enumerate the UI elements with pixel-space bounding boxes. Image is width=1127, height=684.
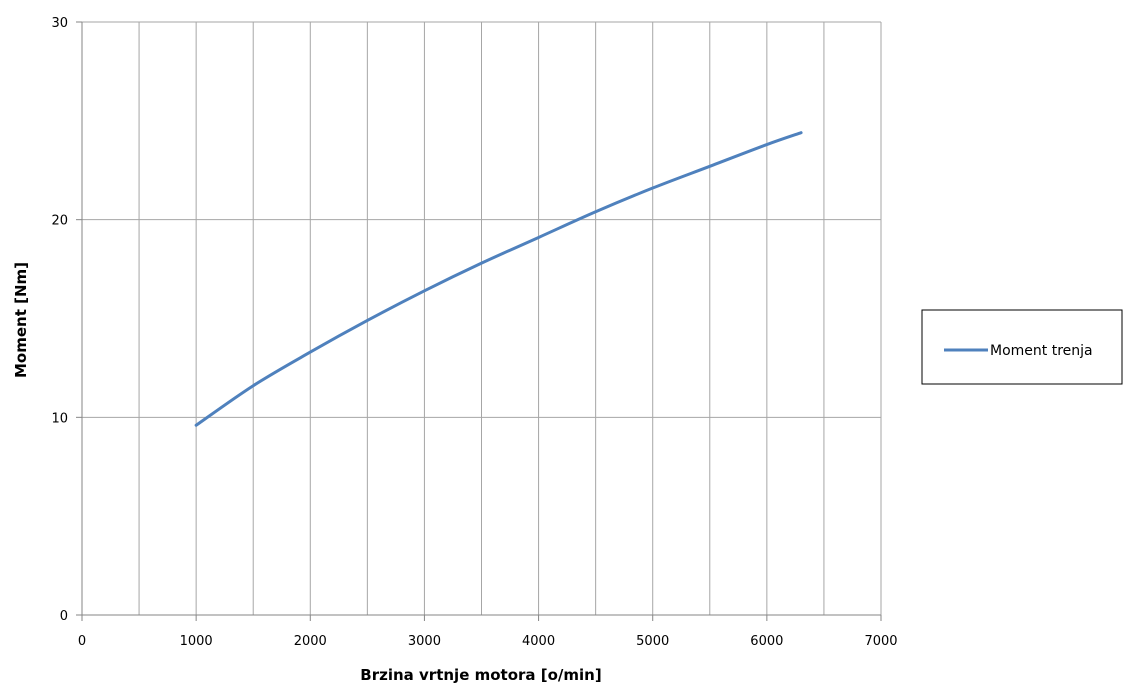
x-tick-label: 1000 [180, 634, 213, 649]
legend-label: Moment trenja [990, 343, 1093, 359]
legend: Moment trenja [921, 309, 1123, 385]
x-tick-labels: 0 1000 2000 3000 4000 5000 6000 7000 [78, 634, 898, 649]
x-tick-label: 6000 [750, 634, 783, 649]
y-tick-label: 20 [51, 214, 68, 229]
legend-box [921, 309, 1123, 385]
series-layer [194, 131, 803, 427]
x-axis-title: Brzina vrtnje motora [o/min] [360, 666, 601, 684]
axes [76, 21, 882, 621]
x-tick-label: 2000 [294, 634, 327, 649]
x-tick-label: 3000 [408, 634, 441, 649]
y-tick-label: 30 [51, 16, 68, 31]
y-tick-labels: 0 10 20 30 [51, 16, 68, 624]
x-tick-label: 4000 [522, 634, 555, 649]
y-axis-title: Moment [Nm] [12, 262, 30, 378]
x-tick-label: 7000 [864, 634, 897, 649]
y-tick-label: 10 [51, 411, 68, 426]
y-tick-label: 0 [60, 609, 68, 624]
x-tick-label: 5000 [636, 634, 669, 649]
series-line-moment-trenja [194, 131, 803, 427]
grid-lines [82, 21, 882, 615]
x-tick-label: 0 [78, 634, 86, 649]
